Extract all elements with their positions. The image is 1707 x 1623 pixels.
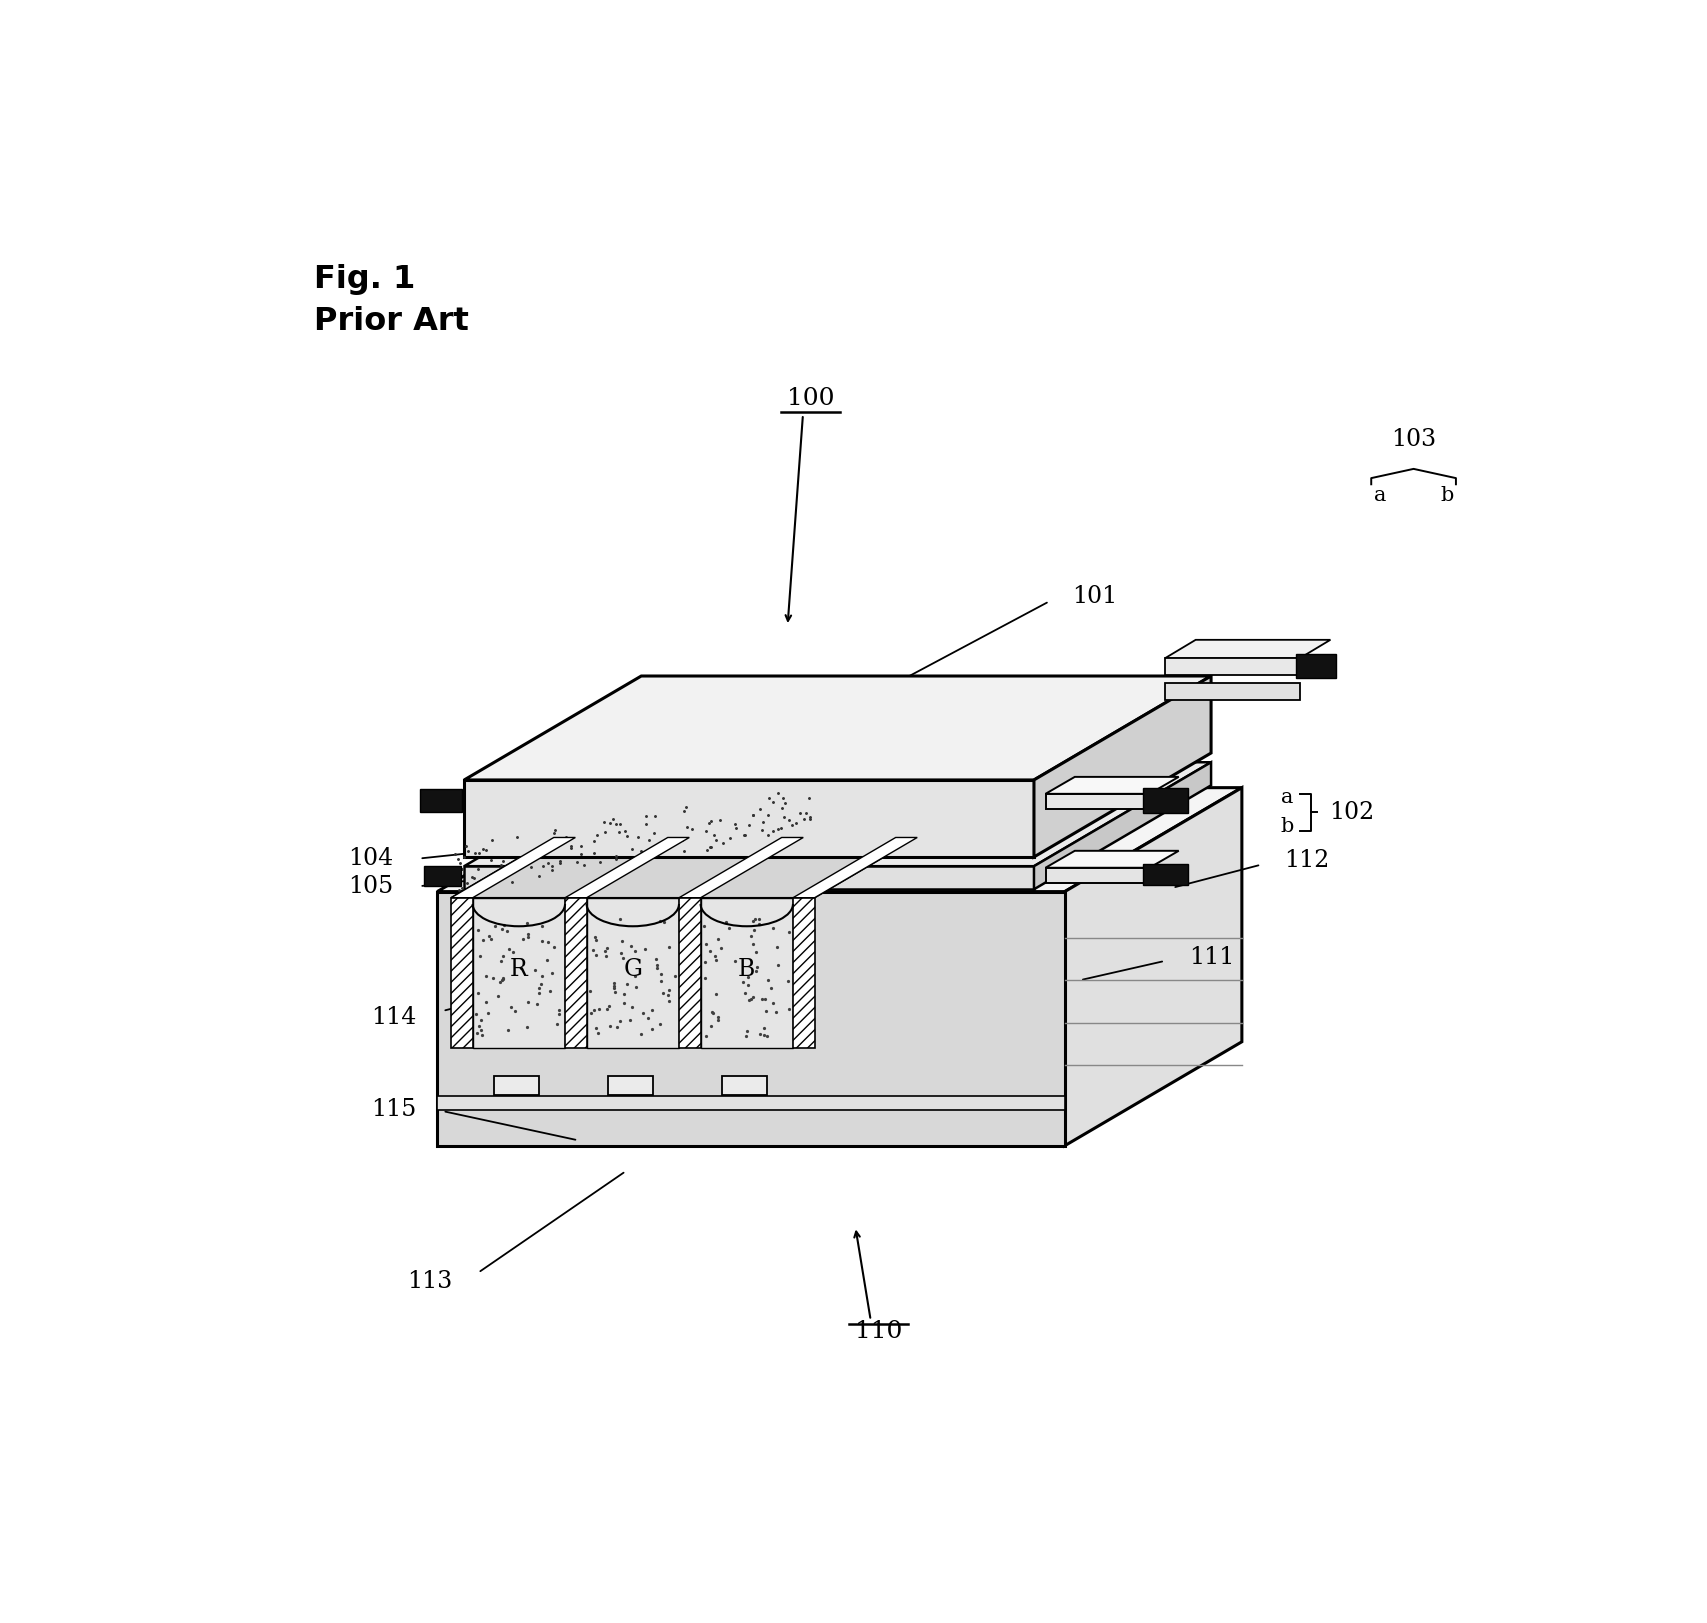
Polygon shape [451,837,575,898]
Text: 114: 114 [370,1006,417,1029]
Polygon shape [437,891,1063,1146]
Polygon shape [679,898,700,1048]
Polygon shape [493,1076,538,1096]
Polygon shape [1063,787,1241,1146]
Text: 115: 115 [370,1099,417,1121]
Text: Prior Art: Prior Art [314,307,469,338]
Text: 111: 111 [1188,946,1234,969]
Text: G: G [623,958,642,980]
Text: 103: 103 [1389,428,1436,451]
Text: b: b [1439,485,1453,505]
Polygon shape [565,898,586,1048]
Polygon shape [792,898,814,1048]
Polygon shape [451,898,473,1048]
Polygon shape [1164,659,1299,675]
Polygon shape [1033,763,1210,889]
Polygon shape [608,1076,652,1096]
Text: 100: 100 [787,388,835,411]
Text: 105: 105 [348,875,393,898]
Text: R: R [510,958,527,980]
Text: a: a [1374,485,1386,505]
Polygon shape [464,763,1210,867]
Polygon shape [437,1096,1063,1110]
Polygon shape [1045,850,1178,868]
Polygon shape [1164,639,1330,659]
Polygon shape [722,1076,766,1096]
Text: Fig. 1: Fig. 1 [314,265,415,295]
Polygon shape [1045,794,1149,810]
Polygon shape [423,867,461,886]
Polygon shape [420,789,461,812]
Polygon shape [1033,677,1210,857]
Text: 102: 102 [1328,800,1374,824]
Polygon shape [700,898,792,1048]
Polygon shape [464,867,1033,889]
Text: 101: 101 [1072,586,1116,609]
Polygon shape [1164,683,1299,700]
Polygon shape [1142,863,1188,886]
Polygon shape [437,787,1241,891]
Text: b: b [1280,818,1292,836]
Polygon shape [792,837,917,898]
Polygon shape [565,837,690,898]
Polygon shape [586,898,679,1048]
Text: 113: 113 [408,1271,452,1294]
Polygon shape [1045,868,1149,883]
Text: 104: 104 [348,847,393,870]
Text: B: B [737,958,754,980]
Polygon shape [1296,654,1335,678]
Polygon shape [473,898,565,1048]
Polygon shape [464,677,1210,781]
Polygon shape [451,837,917,898]
Text: 110: 110 [854,1321,901,1344]
Polygon shape [464,781,1033,857]
Text: 112: 112 [1284,849,1328,872]
Polygon shape [1045,777,1178,794]
Text: a: a [1280,789,1292,807]
Polygon shape [1142,789,1188,813]
Polygon shape [679,837,802,898]
